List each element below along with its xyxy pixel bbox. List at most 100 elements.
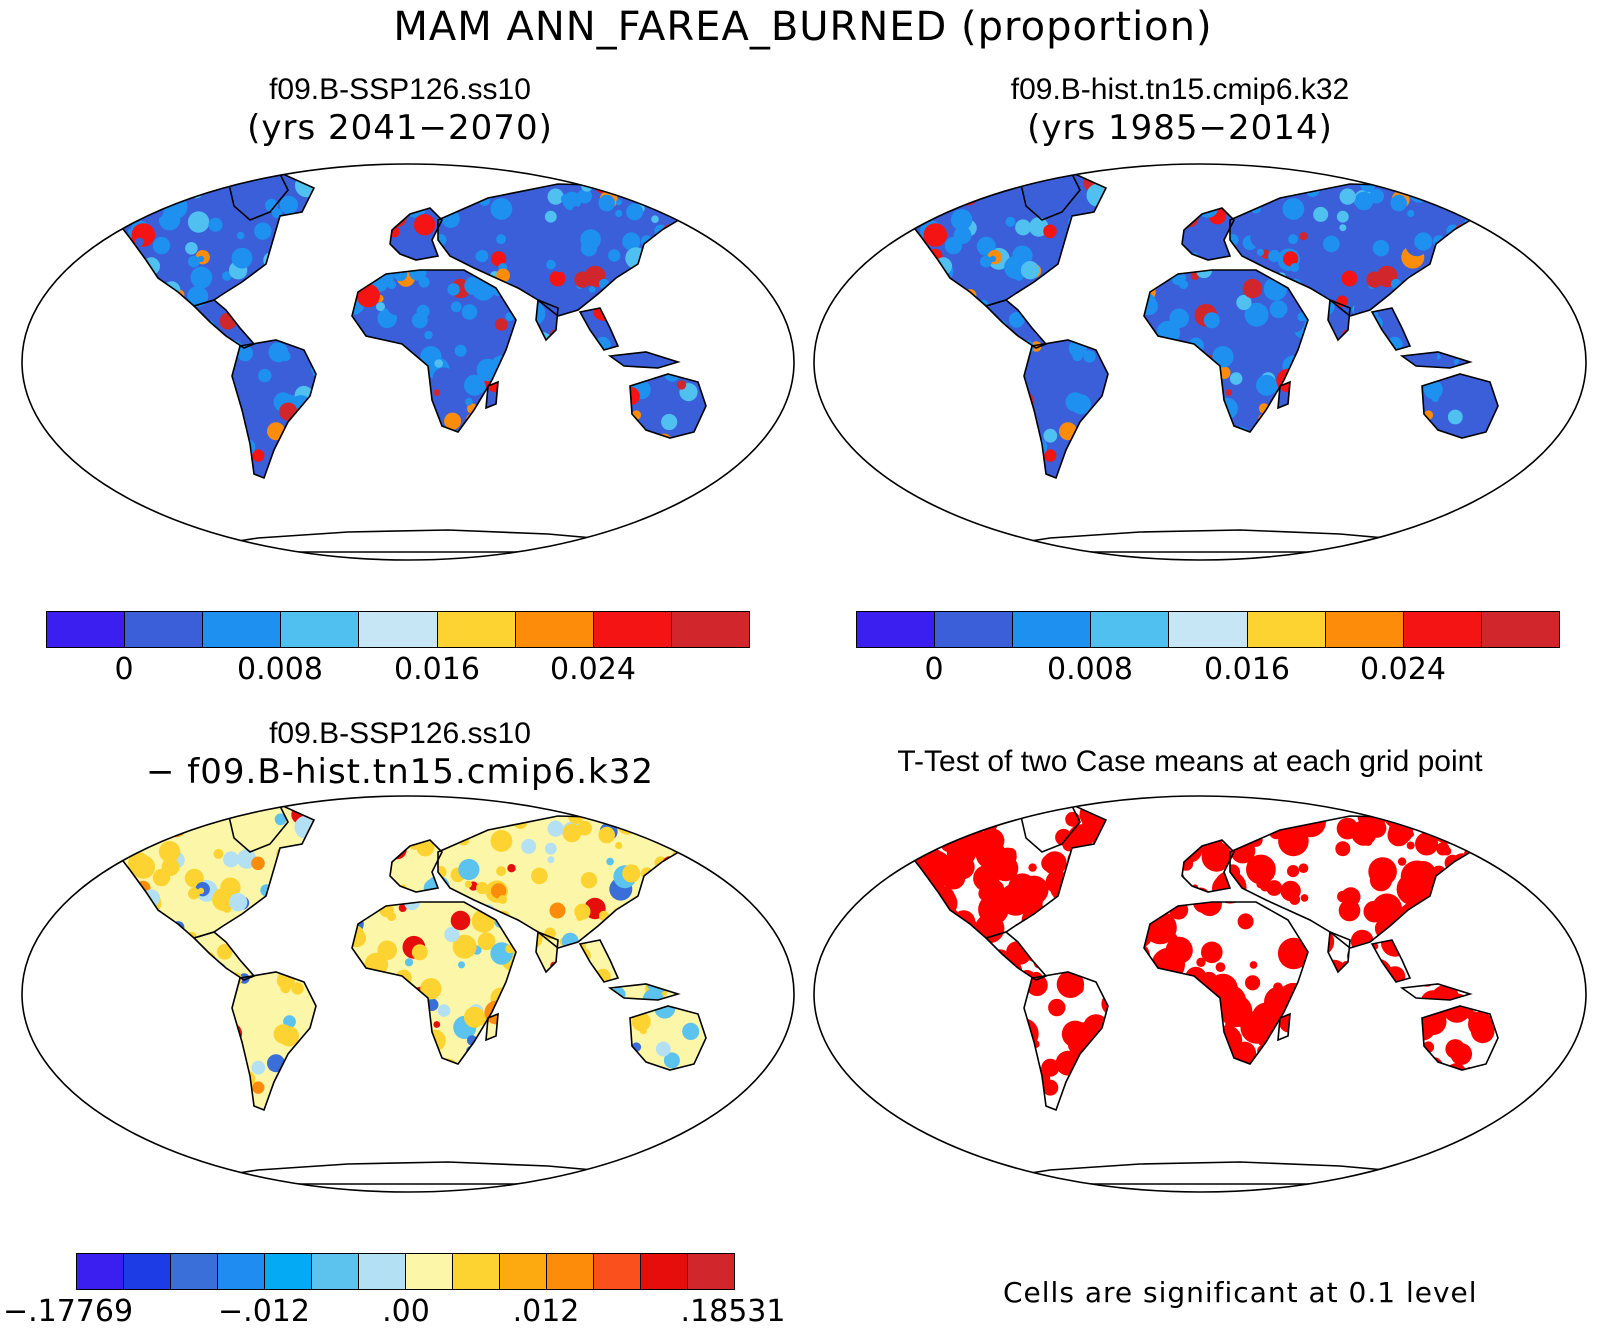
- field-cell: [434, 359, 444, 368]
- colorbar-swatch: [359, 1254, 406, 1289]
- field-cell: [1195, 193, 1204, 203]
- field-cell: [1391, 1097, 1402, 1108]
- field-cell: [454, 344, 467, 357]
- field-cell: [110, 874, 122, 890]
- field-cell: [1172, 195, 1180, 203]
- field-cell: [1482, 462, 1494, 474]
- field-cell: [490, 830, 513, 852]
- field-cell: [696, 992, 706, 1004]
- field-cell: [291, 442, 315, 466]
- map-diff: [21, 795, 795, 1193]
- field-cell: [278, 852, 295, 869]
- field-cell: [1408, 831, 1414, 838]
- field-cell: [350, 349, 358, 356]
- coastline-madagascar: [485, 1012, 499, 1042]
- field-cell: [1445, 918, 1462, 935]
- field-cell: [1398, 391, 1411, 404]
- field-cell: [902, 1089, 903, 1102]
- field-cell: [1499, 268, 1508, 277]
- field-cell: [686, 874, 701, 889]
- coastline-seAsia: [578, 939, 620, 983]
- field-cell: [547, 820, 564, 837]
- field-cell: [689, 450, 696, 457]
- field-cell: [1363, 365, 1372, 374]
- colorbar-swatch: [125, 612, 204, 647]
- field-cell: [1428, 1075, 1443, 1090]
- field-cell: [345, 320, 354, 329]
- field-cell: [923, 223, 948, 247]
- field-cell: [902, 872, 916, 893]
- field-cell: [119, 369, 134, 385]
- field-cell: [110, 1036, 116, 1048]
- field-cell: [1043, 953, 1050, 961]
- field-cell: [204, 356, 223, 375]
- field-cell: [1015, 219, 1032, 236]
- field-cell: [1093, 834, 1113, 854]
- field-cell: [110, 242, 122, 258]
- field-cell: [467, 431, 478, 442]
- field-cell: [606, 225, 614, 234]
- field-cell: [306, 424, 321, 439]
- field-cell: [1088, 449, 1096, 457]
- field-cell: [983, 1087, 998, 1102]
- field-cell: [1078, 938, 1111, 971]
- coastline-indonesia: [607, 983, 681, 1001]
- field-cell: [616, 199, 622, 206]
- field-cell: [1271, 1053, 1289, 1071]
- field-cell: [978, 453, 1001, 476]
- field-cell: [622, 864, 641, 883]
- field-cell: [600, 466, 610, 475]
- field-cell: [655, 288, 668, 301]
- field-cell: [161, 1006, 184, 1028]
- field-cell: [985, 354, 1005, 374]
- field-cell: [417, 1051, 432, 1066]
- field-cell: [319, 989, 327, 997]
- field-cell: [641, 957, 654, 970]
- field-cell: [149, 1081, 166, 1098]
- field-cell: [422, 1082, 446, 1106]
- field-cell: [230, 1101, 243, 1113]
- field-cell: [1214, 1057, 1231, 1074]
- field-cell: [1019, 384, 1027, 391]
- field-cell: [216, 944, 233, 960]
- field-cell: [1297, 376, 1311, 389]
- field-cell: [956, 806, 986, 827]
- field-cell: [992, 416, 1010, 435]
- field-cell: [1429, 284, 1443, 299]
- colorbar-swatch: [641, 1254, 688, 1289]
- field-cell: [913, 915, 941, 943]
- field-cell: [1457, 951, 1472, 966]
- field-cell: [186, 1085, 209, 1108]
- field-cell: [902, 989, 913, 1002]
- field-cell: [580, 229, 601, 250]
- field-cell: [110, 358, 120, 369]
- field-cell: [424, 427, 437, 440]
- colorbar-swatch: [171, 1254, 218, 1289]
- field-cell: [296, 1081, 304, 1089]
- field-cell: [331, 836, 348, 853]
- field-cell: [1415, 832, 1439, 856]
- field-cell: [601, 1092, 618, 1109]
- field-cell: [213, 848, 224, 859]
- field-cell: [1362, 996, 1372, 1007]
- field-cell: [204, 988, 223, 1007]
- field-cell: [915, 288, 924, 297]
- field-cell: [547, 363, 555, 371]
- field-cell: [1455, 420, 1472, 437]
- field-cell: [284, 221, 302, 238]
- coastline-northAmerica: [900, 173, 1108, 307]
- field-cell: [709, 808, 726, 825]
- field-cell: [189, 1013, 208, 1032]
- field-cell: [279, 402, 298, 421]
- map-border: [21, 163, 795, 561]
- field-cell: [1494, 848, 1498, 880]
- field-cell: [1043, 321, 1050, 328]
- field-cell: [183, 946, 194, 957]
- field-cell: [992, 319, 1008, 336]
- field-cell: [1299, 232, 1308, 241]
- field-cell: [655, 1041, 671, 1057]
- field-cell: [547, 188, 564, 205]
- field-cell: [1041, 931, 1053, 943]
- field-cell: [1394, 378, 1402, 386]
- field-cell: [495, 318, 508, 331]
